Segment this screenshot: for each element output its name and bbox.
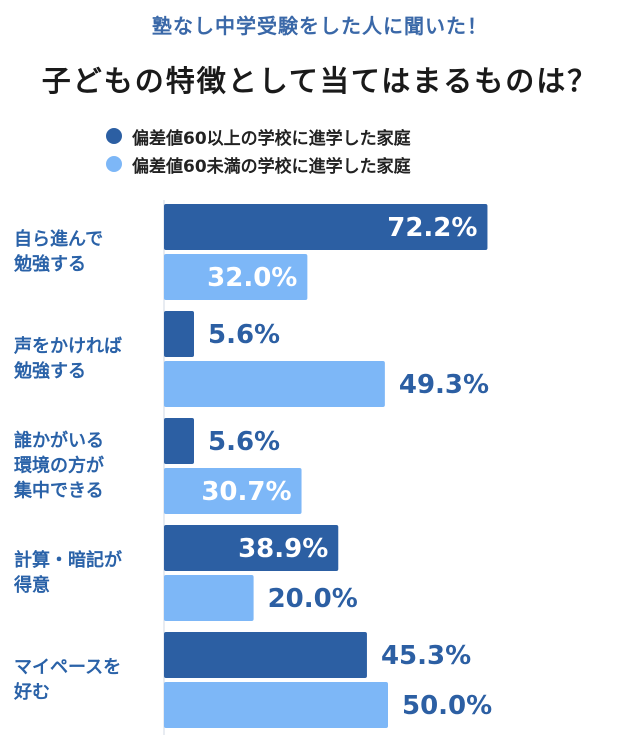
category-label: 自ら進んで勉強する <box>13 228 103 275</box>
data-label: 38.9% <box>238 534 328 564</box>
legend-item-series-1: 偏差値60以上の学校に進学した家庭 <box>106 122 411 150</box>
bar-series-2 <box>164 361 385 407</box>
category-label-line: 勉強する <box>13 253 86 275</box>
data-label: 5.6% <box>208 427 280 457</box>
legend-marker-series-2 <box>106 156 122 172</box>
category-label-line: 声をかければ <box>13 335 122 357</box>
bar-series-2 <box>164 468 302 514</box>
category-label: 声をかければ勉強する <box>13 335 122 382</box>
data-label: 5.6% <box>208 320 280 350</box>
chart-subtitle: 塾なし中学受験をした人に聞いた！ <box>152 14 488 38</box>
category-label-line: 勉強する <box>13 360 86 382</box>
bar-series-2 <box>164 575 254 621</box>
category-label-line: 得意 <box>13 574 50 596</box>
legend-label-series-2: 偏差値60未満の学校に進学した家庭 <box>132 156 411 177</box>
category-label-line: 集中できる <box>13 480 104 502</box>
bar-series-1 <box>164 632 367 678</box>
category-label-line: 自ら進んで <box>14 228 103 250</box>
legend: 偏差値60以上の学校に進学した家庭 偏差値60未満の学校に進学した家庭 <box>106 122 411 178</box>
bar-series-2 <box>164 254 308 300</box>
data-label: 30.7% <box>201 477 291 507</box>
bar-series-1 <box>164 204 488 250</box>
legend-item-series-2: 偏差値60未満の学校に進学した家庭 <box>106 150 411 178</box>
data-label: 50.0% <box>402 691 492 721</box>
legend-marker-series-1 <box>106 128 122 144</box>
category-label: マイペースを好む <box>13 657 121 703</box>
category-label-line: マイペースを <box>14 657 121 678</box>
data-label: 72.2% <box>387 213 477 243</box>
category-label-line: 計算・暗記が <box>14 549 122 571</box>
category-label: 計算・暗記が得意 <box>13 549 122 596</box>
category-label-line: 誰かがいる <box>14 430 104 452</box>
category-label-line: 環境の方が <box>14 455 104 477</box>
chart-title: 子どもの特徴として当てはまるものは？ <box>41 64 599 98</box>
data-label: 45.3% <box>381 641 471 671</box>
data-label: 20.0% <box>268 584 358 614</box>
bar-series-1 <box>164 418 194 464</box>
bar-series-1 <box>164 525 339 571</box>
bar-series-2 <box>164 682 388 728</box>
category-label-line: 好む <box>13 681 50 703</box>
category-label: 誰かがいる環境の方が集中できる <box>13 430 104 502</box>
data-label: 32.0% <box>207 263 297 293</box>
legend-label-series-1: 偏差値60以上の学校に進学した家庭 <box>132 128 411 149</box>
bar-series-1 <box>164 311 194 357</box>
data-label: 49.3% <box>399 370 489 400</box>
